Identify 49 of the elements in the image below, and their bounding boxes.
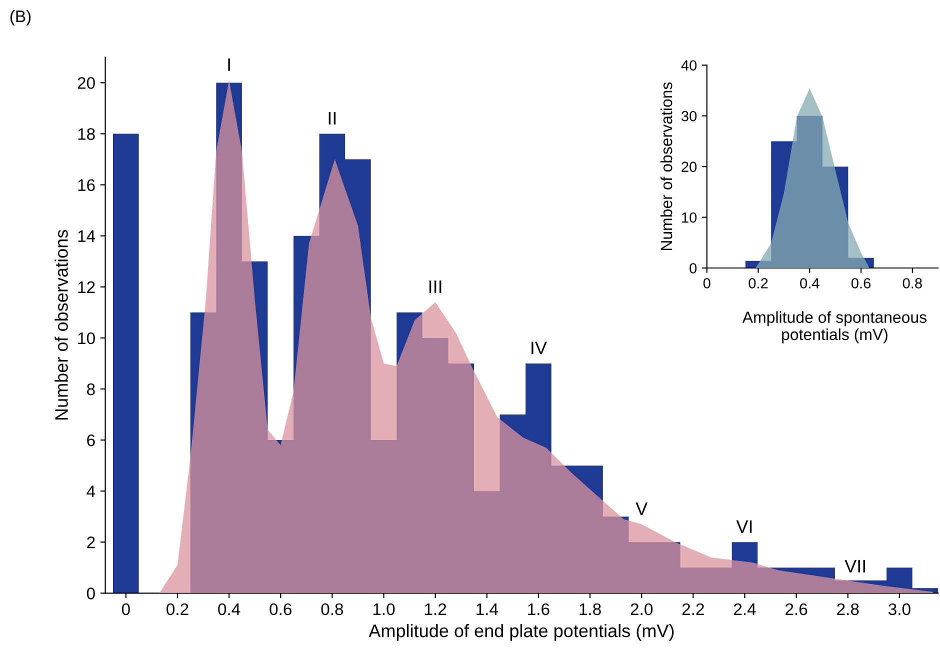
text: (B)	[10, 10, 31, 26]
y-tick-label: 10	[78, 332, 95, 344]
x-tick-label: 0.2	[166, 603, 188, 616]
x-tick-label: 1.0	[373, 603, 395, 616]
x-tick-label: 2.8	[837, 603, 859, 616]
x-tick-label: 1.6	[528, 603, 550, 616]
y-tick-label: 40	[681, 60, 697, 71]
x-tick-label: 0	[122, 603, 130, 616]
y-tick-label: 14	[78, 230, 96, 242]
y-tick-label: 20	[78, 77, 95, 89]
annotation: II	[328, 112, 336, 124]
x-tick-label: 2.2	[682, 603, 704, 615]
annotation: V	[636, 502, 648, 515]
x-axis-title: Amplitude of end plate potentials (mV)	[368, 624, 674, 641]
y-tick-label: 0	[690, 263, 697, 274]
annotation: I	[228, 58, 230, 71]
y-axis-title: Number of observations	[54, 230, 68, 420]
x-axis-title: Amplitude of spontaneous potentials (mV)	[742, 311, 926, 344]
x-tick-label: 0.6	[851, 278, 871, 288]
x-tick-label: 1.4	[476, 604, 498, 615]
y-tick-label: 4	[86, 486, 96, 498]
y-tick-label: 16	[78, 179, 95, 192]
x-tick-label: 0.4	[218, 603, 240, 616]
y-tick-label: 20	[682, 162, 697, 172]
x-tick-label: 0	[703, 278, 710, 288]
y-tick-label: 18	[78, 128, 95, 140]
y-tick-label: 12	[78, 281, 95, 293]
annotation: VI	[736, 520, 752, 533]
x-tick-label: 0.4	[800, 278, 820, 288]
y-tick-label: 10	[682, 212, 697, 223]
annotation: IV	[532, 342, 547, 354]
y-tick-label: 2	[87, 536, 95, 548]
x-tick-label: 0.2	[748, 278, 768, 288]
x-tick-label: 2.6	[786, 603, 808, 616]
x-tick-label: 0.8	[321, 603, 344, 616]
x-tick-label: 1.2	[425, 603, 446, 615]
y-tick-label: 30	[681, 110, 697, 122]
x-tick-label: 2.4	[734, 603, 756, 615]
x-tick-label: 2.0	[630, 603, 653, 616]
y-tick-label: 6	[87, 434, 95, 446]
annotation: VII	[844, 560, 865, 572]
y-tick-label: 0	[86, 588, 95, 600]
y-axis-title: Number of observations	[660, 82, 672, 250]
x-tick-label: 1.8	[580, 603, 601, 616]
x-tick-label: 3.0	[888, 603, 910, 616]
x-tick-label: 0.8	[902, 278, 922, 288]
x-tick-label: 0.6	[270, 603, 292, 616]
annotation: III	[429, 280, 442, 293]
y-tick-label: 8	[87, 383, 95, 396]
